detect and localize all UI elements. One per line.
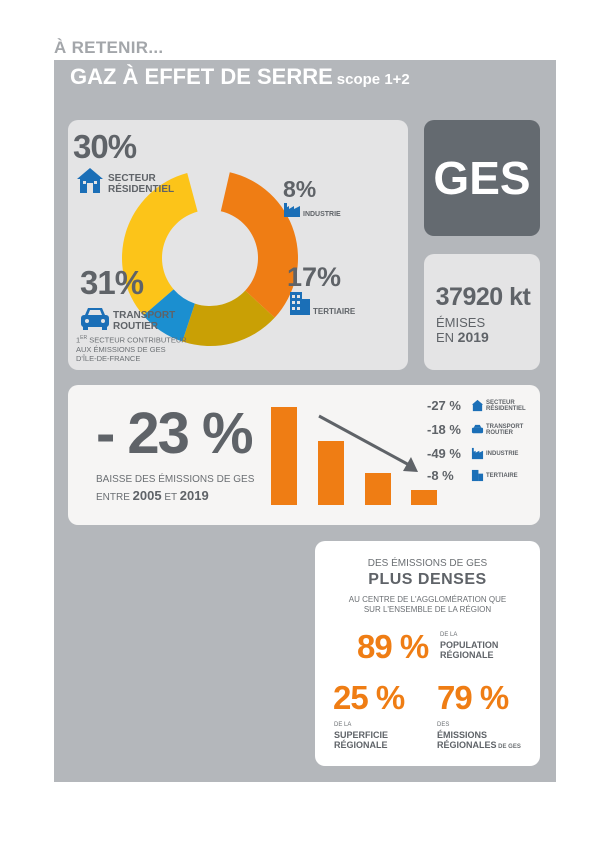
- kicker: À RETENIR...: [54, 38, 164, 57]
- factory-icon: [284, 203, 300, 217]
- note-1a: 1: [76, 335, 81, 345]
- donut-segment-industrie: [143, 289, 195, 342]
- superficie-small: DE LA: [334, 722, 352, 728]
- dense-pre: DES ÉMISSIONS DE GES: [367, 558, 488, 569]
- trend-bar: [318, 441, 344, 505]
- population-small: DE LA: [440, 632, 458, 638]
- superficie-2: RÉGIONALE: [334, 740, 388, 750]
- donut-segment-transport: [220, 172, 299, 318]
- label-residentiel: SECTEUR RÉSIDENTIEL: [108, 173, 174, 195]
- label-emissions-regionales: DES ÉMISSIONS RÉGIONALES DE GES: [437, 722, 521, 752]
- donut-note: 1ER SECTEUR CONTRIBUTEUR AUX ÉMISSIONS D…: [76, 334, 187, 363]
- note-3: D'ÎLE-DE-FRANCE: [76, 353, 141, 363]
- legend-label-1: TRANSPORT: [486, 423, 524, 430]
- pct-industrie: 8%: [283, 176, 317, 202]
- label-transport: TRANSPORT ROUTIER: [113, 310, 175, 332]
- emissions-card: [424, 254, 540, 370]
- legend-row: -49 % INDUSTRIE: [427, 446, 518, 461]
- label-superficie: DE LA SUPERFICIE RÉGIONALE: [334, 722, 388, 750]
- trend-card: [68, 385, 540, 525]
- emissions-label: ÉMISES EN 2019: [436, 316, 489, 345]
- house-icon: [77, 168, 103, 193]
- emissions-small: DES: [437, 722, 450, 728]
- pct-emissions-regionales: 79 %: [437, 679, 509, 716]
- building-icon: [471, 469, 484, 482]
- legend-row: -27 % SECTEUR RÉSIDENTIEL: [427, 398, 526, 413]
- legend-label-2: ROUTIER: [486, 429, 513, 436]
- donut-chart: [122, 172, 299, 346]
- title-text: GAZ À EFFET DE SERRE: [70, 64, 333, 89]
- legend-label-1: TERTIAIRE: [486, 472, 518, 479]
- pct-residentiel: 30%: [73, 128, 137, 165]
- trend-arrow-icon: [318, 414, 418, 472]
- note-sup: ER: [80, 335, 88, 341]
- house-icon: [471, 399, 484, 412]
- trend-pct: - 23 %: [96, 401, 254, 466]
- legend-label-1: SECTEUR: [486, 399, 515, 406]
- building-icon: [290, 292, 310, 315]
- dense-sub: AU CENTRE DE L'AGGLOMÉRATION QUE SUR L'E…: [315, 595, 540, 615]
- dense-card: [315, 541, 540, 766]
- factory-icon: [471, 447, 484, 460]
- trend-bar: [365, 472, 391, 505]
- legend-row: -8 % TERTIAIRE: [427, 468, 518, 483]
- legend-label-2: RÉSIDENTIEL: [486, 405, 526, 412]
- legend-value: -27 %: [427, 398, 461, 413]
- pct-transport: 31%: [80, 264, 144, 301]
- legend-label-1: INDUSTRIE: [486, 450, 519, 457]
- trend-bar: [271, 407, 297, 505]
- donut-segment-tertiaire: [182, 290, 275, 346]
- emissions-regionales-1: ÉMISSIONS: [437, 730, 488, 740]
- trend-bar: [411, 490, 437, 505]
- title-scope: scope 1+2: [336, 71, 410, 88]
- emissions-year: 2019: [457, 329, 489, 345]
- label-transport-2: ROUTIER: [113, 321, 158, 332]
- legend-value: -8 %: [427, 468, 454, 483]
- page-title: GAZ À EFFET DE SERRE scope 1+2: [70, 64, 410, 90]
- trend-year2: 2019: [179, 488, 209, 503]
- emissions-value: 37920 kt: [435, 283, 531, 311]
- trend-desc: BAISSE DES ÉMISSIONS DE GES ENTRE 2005 E…: [96, 472, 254, 506]
- trend-line1: BAISSE DES ÉMISSIONS DE GES: [96, 474, 255, 485]
- dense-sub-2: SUR L'ENSEMBLE DE LA RÉGION: [363, 605, 492, 614]
- label-population: DE LA POPULATION RÉGIONALE: [440, 632, 498, 660]
- car-icon: [81, 308, 109, 330]
- population-1: POPULATION: [440, 640, 499, 650]
- trend-line2a: ENTRE: [96, 492, 133, 503]
- note-2: AUX ÉMISSIONS DE GES: [76, 344, 166, 354]
- ges-box: GES: [424, 120, 540, 236]
- legend-value: -18 %: [427, 422, 461, 437]
- label-industrie: INDUSTRIE: [303, 211, 341, 218]
- legend-value: -49 %: [427, 446, 461, 461]
- trend-year1: 2005: [132, 488, 162, 503]
- note-1b: SECTEUR CONTRIBUTEUR: [87, 335, 187, 345]
- superficie-1: SUPERFICIE: [334, 730, 389, 740]
- pct-superficie: 25 %: [333, 679, 405, 716]
- legend-row: -18 % TRANSPORT ROUTIER: [427, 422, 523, 437]
- pct-tertiaire: 17%: [287, 262, 342, 292]
- emissions-line2: EN: [436, 330, 458, 345]
- ges-label: GES: [433, 152, 531, 204]
- emissions-suffix: DE GES: [496, 744, 521, 750]
- dense-title: PLUS DENSES: [368, 571, 487, 588]
- dense-sub-1: AU CENTRE DE L'AGGLOMÉRATION QUE: [348, 595, 507, 604]
- population-2: RÉGIONALE: [440, 650, 494, 660]
- emissions-line1: ÉMISES: [436, 315, 486, 330]
- pct-population: 89 %: [357, 628, 429, 665]
- label-transport-1: TRANSPORT: [113, 310, 176, 321]
- trend-line2b: ET: [161, 492, 180, 503]
- emissions-regionales-2: RÉGIONALES: [437, 740, 497, 750]
- car-icon: [471, 424, 484, 434]
- label-tertiaire: TERTIAIRE: [313, 307, 356, 316]
- label-residentiel-2: RÉSIDENTIEL: [108, 184, 175, 195]
- label-residentiel-1: SECTEUR: [108, 173, 156, 184]
- donut-segment-residentiel: [122, 172, 198, 316]
